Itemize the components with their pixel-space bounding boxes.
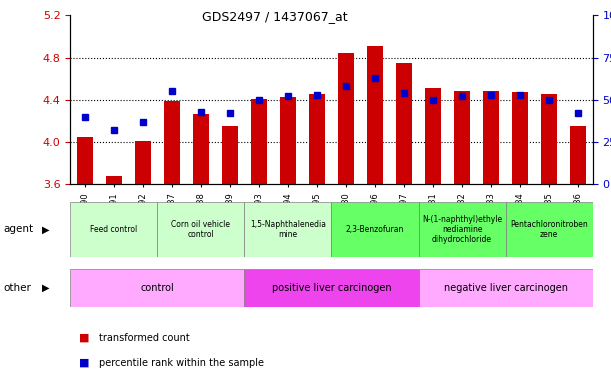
Bar <box>222 126 238 184</box>
Text: percentile rank within the sample: percentile rank within the sample <box>99 358 264 368</box>
Text: ▶: ▶ <box>42 283 49 293</box>
Bar <box>541 94 557 184</box>
Bar <box>244 202 331 257</box>
Text: ■: ■ <box>79 358 90 368</box>
Text: other: other <box>3 283 31 293</box>
Bar <box>454 91 470 184</box>
Bar <box>106 176 122 184</box>
Bar <box>419 269 593 307</box>
Bar <box>367 46 383 184</box>
Bar <box>70 269 244 307</box>
Bar <box>506 202 593 257</box>
Text: positive liver carcinogen: positive liver carcinogen <box>272 283 391 293</box>
Text: N-(1-naphthyl)ethyle
nediamine
dihydrochloride: N-(1-naphthyl)ethyle nediamine dihydroch… <box>422 215 502 244</box>
Text: ■: ■ <box>79 333 90 343</box>
Text: transformed count: transformed count <box>99 333 190 343</box>
Bar <box>70 202 158 257</box>
Bar <box>512 93 528 184</box>
Bar <box>338 53 354 184</box>
Bar <box>570 126 586 184</box>
Text: Feed control: Feed control <box>90 225 137 234</box>
Bar <box>135 141 151 184</box>
Bar <box>158 202 244 257</box>
Bar <box>244 269 419 307</box>
Bar <box>77 137 93 184</box>
Bar <box>309 94 325 184</box>
Bar <box>164 101 180 184</box>
Bar <box>280 97 296 184</box>
Text: agent: agent <box>3 224 33 235</box>
Text: Corn oil vehicle
control: Corn oil vehicle control <box>171 220 230 239</box>
Text: ▶: ▶ <box>42 224 49 235</box>
Text: 2,3-Benzofuran: 2,3-Benzofuran <box>346 225 404 234</box>
Bar <box>331 202 419 257</box>
Text: GDS2497 / 1437067_at: GDS2497 / 1437067_at <box>202 10 348 23</box>
Bar <box>425 88 441 184</box>
Text: Pentachloronitroben
zene: Pentachloronitroben zene <box>510 220 588 239</box>
Bar <box>251 99 267 184</box>
Text: control: control <box>141 283 174 293</box>
Text: 1,5-Naphthalenedia
mine: 1,5-Naphthalenedia mine <box>250 220 326 239</box>
Bar <box>483 91 499 184</box>
Bar <box>193 114 209 184</box>
Bar <box>396 63 412 184</box>
Text: negative liver carcinogen: negative liver carcinogen <box>444 283 568 293</box>
Bar <box>419 202 506 257</box>
